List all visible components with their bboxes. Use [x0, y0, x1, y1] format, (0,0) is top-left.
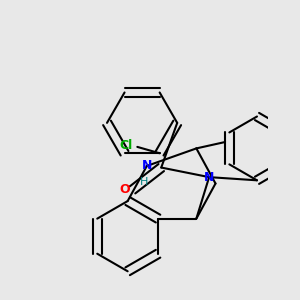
Text: Cl: Cl: [120, 139, 133, 152]
Text: O: O: [120, 183, 130, 196]
Text: N: N: [204, 171, 214, 184]
Text: N: N: [142, 160, 152, 172]
Text: H: H: [140, 177, 148, 187]
